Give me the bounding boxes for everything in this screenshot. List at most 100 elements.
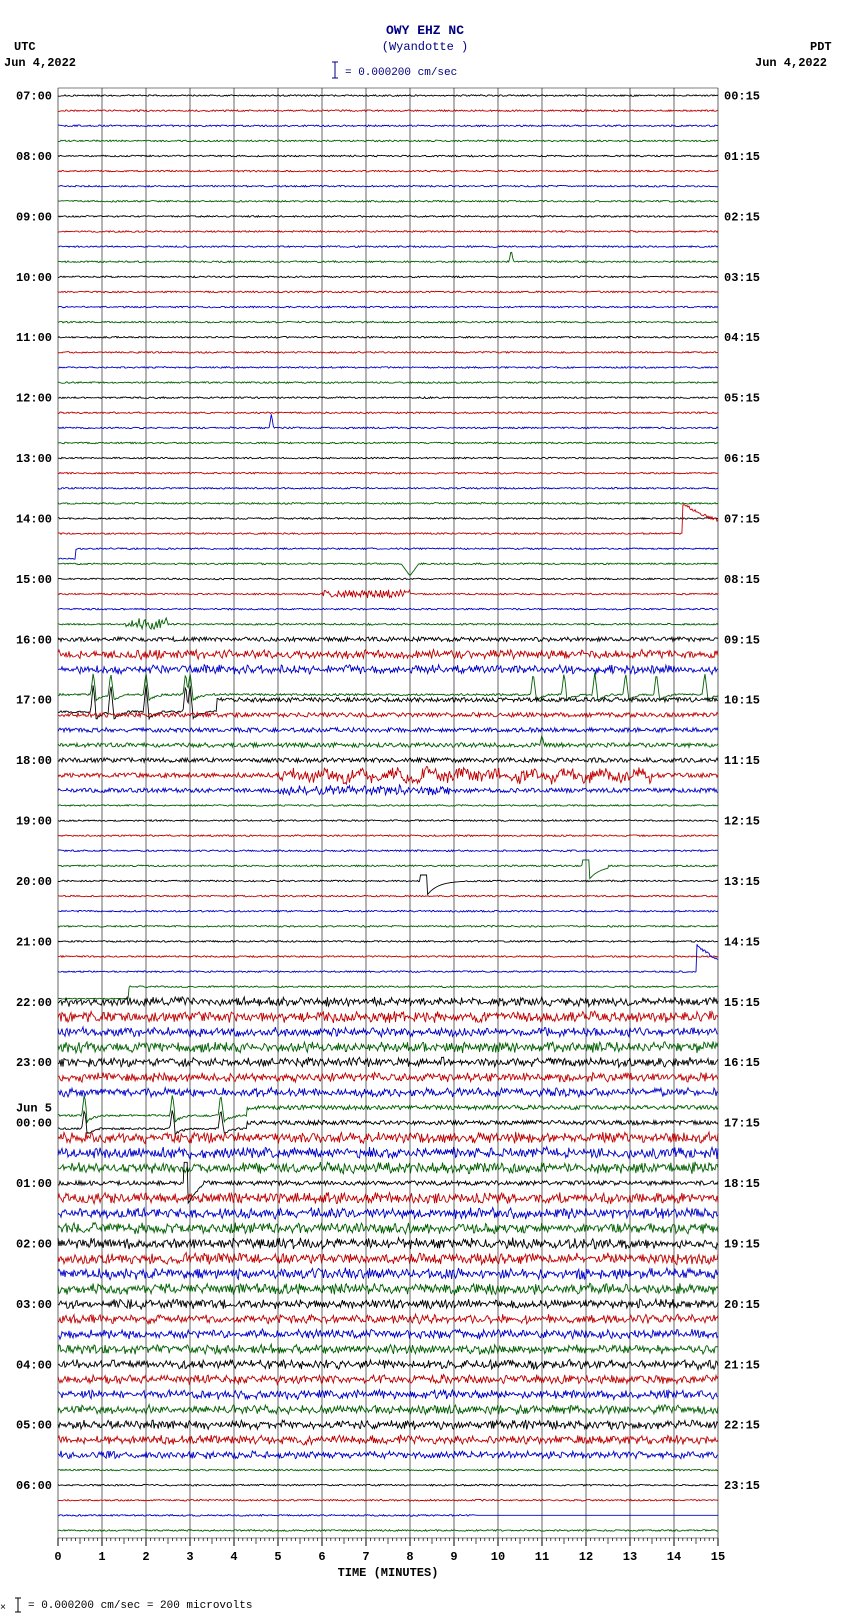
trace-row [58, 1484, 718, 1486]
trace-row [58, 1499, 718, 1501]
trace-row [58, 1469, 718, 1471]
trace-row [58, 246, 718, 248]
right-hour-label: 19:15 [724, 1237, 760, 1251]
trace-row [58, 397, 718, 399]
trace-row [58, 728, 718, 732]
trace-row [58, 1329, 718, 1339]
left-tz: UTC [14, 40, 36, 54]
right-hour-label: 10:15 [724, 694, 760, 708]
left-hour-label: 00:00 [16, 1117, 52, 1131]
trace-row [58, 472, 718, 474]
trace-row [58, 488, 718, 490]
xtick-label: 9 [450, 1550, 457, 1564]
xtick-label: 6 [318, 1550, 325, 1564]
trace-row [58, 1095, 718, 1122]
left-hour-label: 12:00 [16, 392, 52, 406]
footer-scale-icon [15, 1598, 21, 1612]
trace-row [58, 1283, 718, 1294]
left-hour-label: 09:00 [16, 210, 52, 224]
xtick-label: 15 [711, 1550, 725, 1564]
trace-row [58, 518, 718, 520]
left-hour-label: 21:00 [16, 935, 52, 949]
right-hour-label: 23:15 [724, 1479, 760, 1493]
trace-row [58, 306, 718, 308]
trace-row [58, 875, 718, 894]
trace-row [58, 1192, 718, 1204]
left-hour-label: 22:00 [16, 996, 52, 1010]
left-hour-label: 19:00 [16, 815, 52, 829]
trace-row [58, 1162, 718, 1174]
trace-row [58, 1041, 718, 1053]
right-hour-label: 05:15 [724, 392, 760, 406]
xtick-label: 10 [491, 1550, 505, 1564]
trace-row [58, 1073, 718, 1083]
trace-row [58, 944, 718, 972]
trace-row [58, 1314, 718, 1324]
trace-row [58, 835, 718, 837]
trace-row [58, 895, 718, 897]
trace-row [58, 1147, 718, 1159]
trace-row [58, 336, 718, 338]
trace-row [58, 997, 718, 1007]
right-hour-label: 08:15 [724, 573, 760, 587]
right-hour-label: 03:15 [724, 271, 760, 285]
trace-row [58, 1405, 718, 1415]
left-hour-label: 13:00 [16, 452, 52, 466]
trace-row [58, 805, 718, 807]
xtick-label: 7 [362, 1550, 369, 1564]
left-hour-label: 03:00 [16, 1298, 52, 1312]
trace-row [58, 125, 718, 127]
trace-row [58, 1451, 718, 1459]
left-hour-label: 20:00 [16, 875, 52, 889]
right-hour-label: 21:15 [724, 1358, 760, 1372]
trace-row [58, 414, 718, 428]
right-hour-label: 00:15 [724, 90, 760, 104]
trace-row [58, 860, 718, 879]
trace-row [58, 1344, 718, 1354]
trace-row [58, 1268, 718, 1280]
left-hour-label: 10:00 [16, 271, 52, 285]
trace-row [58, 736, 718, 747]
trace-row [58, 185, 718, 187]
trace-row [58, 201, 718, 203]
right-hour-label: 14:15 [724, 935, 760, 949]
trace-row [58, 1223, 718, 1235]
trace-row [58, 665, 718, 675]
left-date: Jun 4,2022 [4, 56, 76, 70]
left-hour-label: 02:00 [16, 1237, 52, 1251]
trace-row [58, 412, 718, 414]
trace-row [58, 1435, 718, 1445]
trace-row [58, 110, 718, 112]
right-hour-label: 06:15 [724, 452, 760, 466]
left-hour-label: 04:00 [16, 1358, 52, 1372]
trace-row [58, 291, 718, 293]
trace-row [58, 820, 718, 822]
right-hour-label: 04:15 [724, 331, 760, 345]
trace-row [58, 1359, 718, 1369]
left-hour-label: 05:00 [16, 1419, 52, 1433]
scale-bar-icon [332, 62, 338, 78]
trace-row [58, 673, 718, 701]
trace-row [58, 1530, 718, 1532]
footer-scale-prefix: × [0, 1603, 6, 1613]
xtick-label: 0 [54, 1550, 61, 1564]
right-hour-label: 09:15 [724, 633, 760, 647]
seismogram-svg: OWY EHZ NC(Wyandotte )= 0.000200 cm/secU… [0, 0, 850, 1613]
trace-row [58, 941, 718, 943]
right-hour-label: 18:15 [724, 1177, 760, 1191]
right-hour-label: 20:15 [724, 1298, 760, 1312]
trace-row [58, 1515, 718, 1517]
xtick-label: 4 [230, 1550, 237, 1564]
trace-row [58, 231, 718, 233]
trace-row [58, 910, 718, 912]
location-subtitle: (Wyandotte ) [382, 40, 468, 54]
trace-row [58, 457, 718, 459]
trace-row [58, 321, 718, 323]
right-hour-label: 17:15 [724, 1117, 760, 1131]
trace-row [58, 1299, 718, 1309]
left-hour-label: 06:00 [16, 1479, 52, 1493]
trace-row [58, 352, 718, 354]
trace-row [58, 1390, 718, 1400]
trace-row [58, 216, 718, 218]
right-hour-label: 13:15 [724, 875, 760, 889]
